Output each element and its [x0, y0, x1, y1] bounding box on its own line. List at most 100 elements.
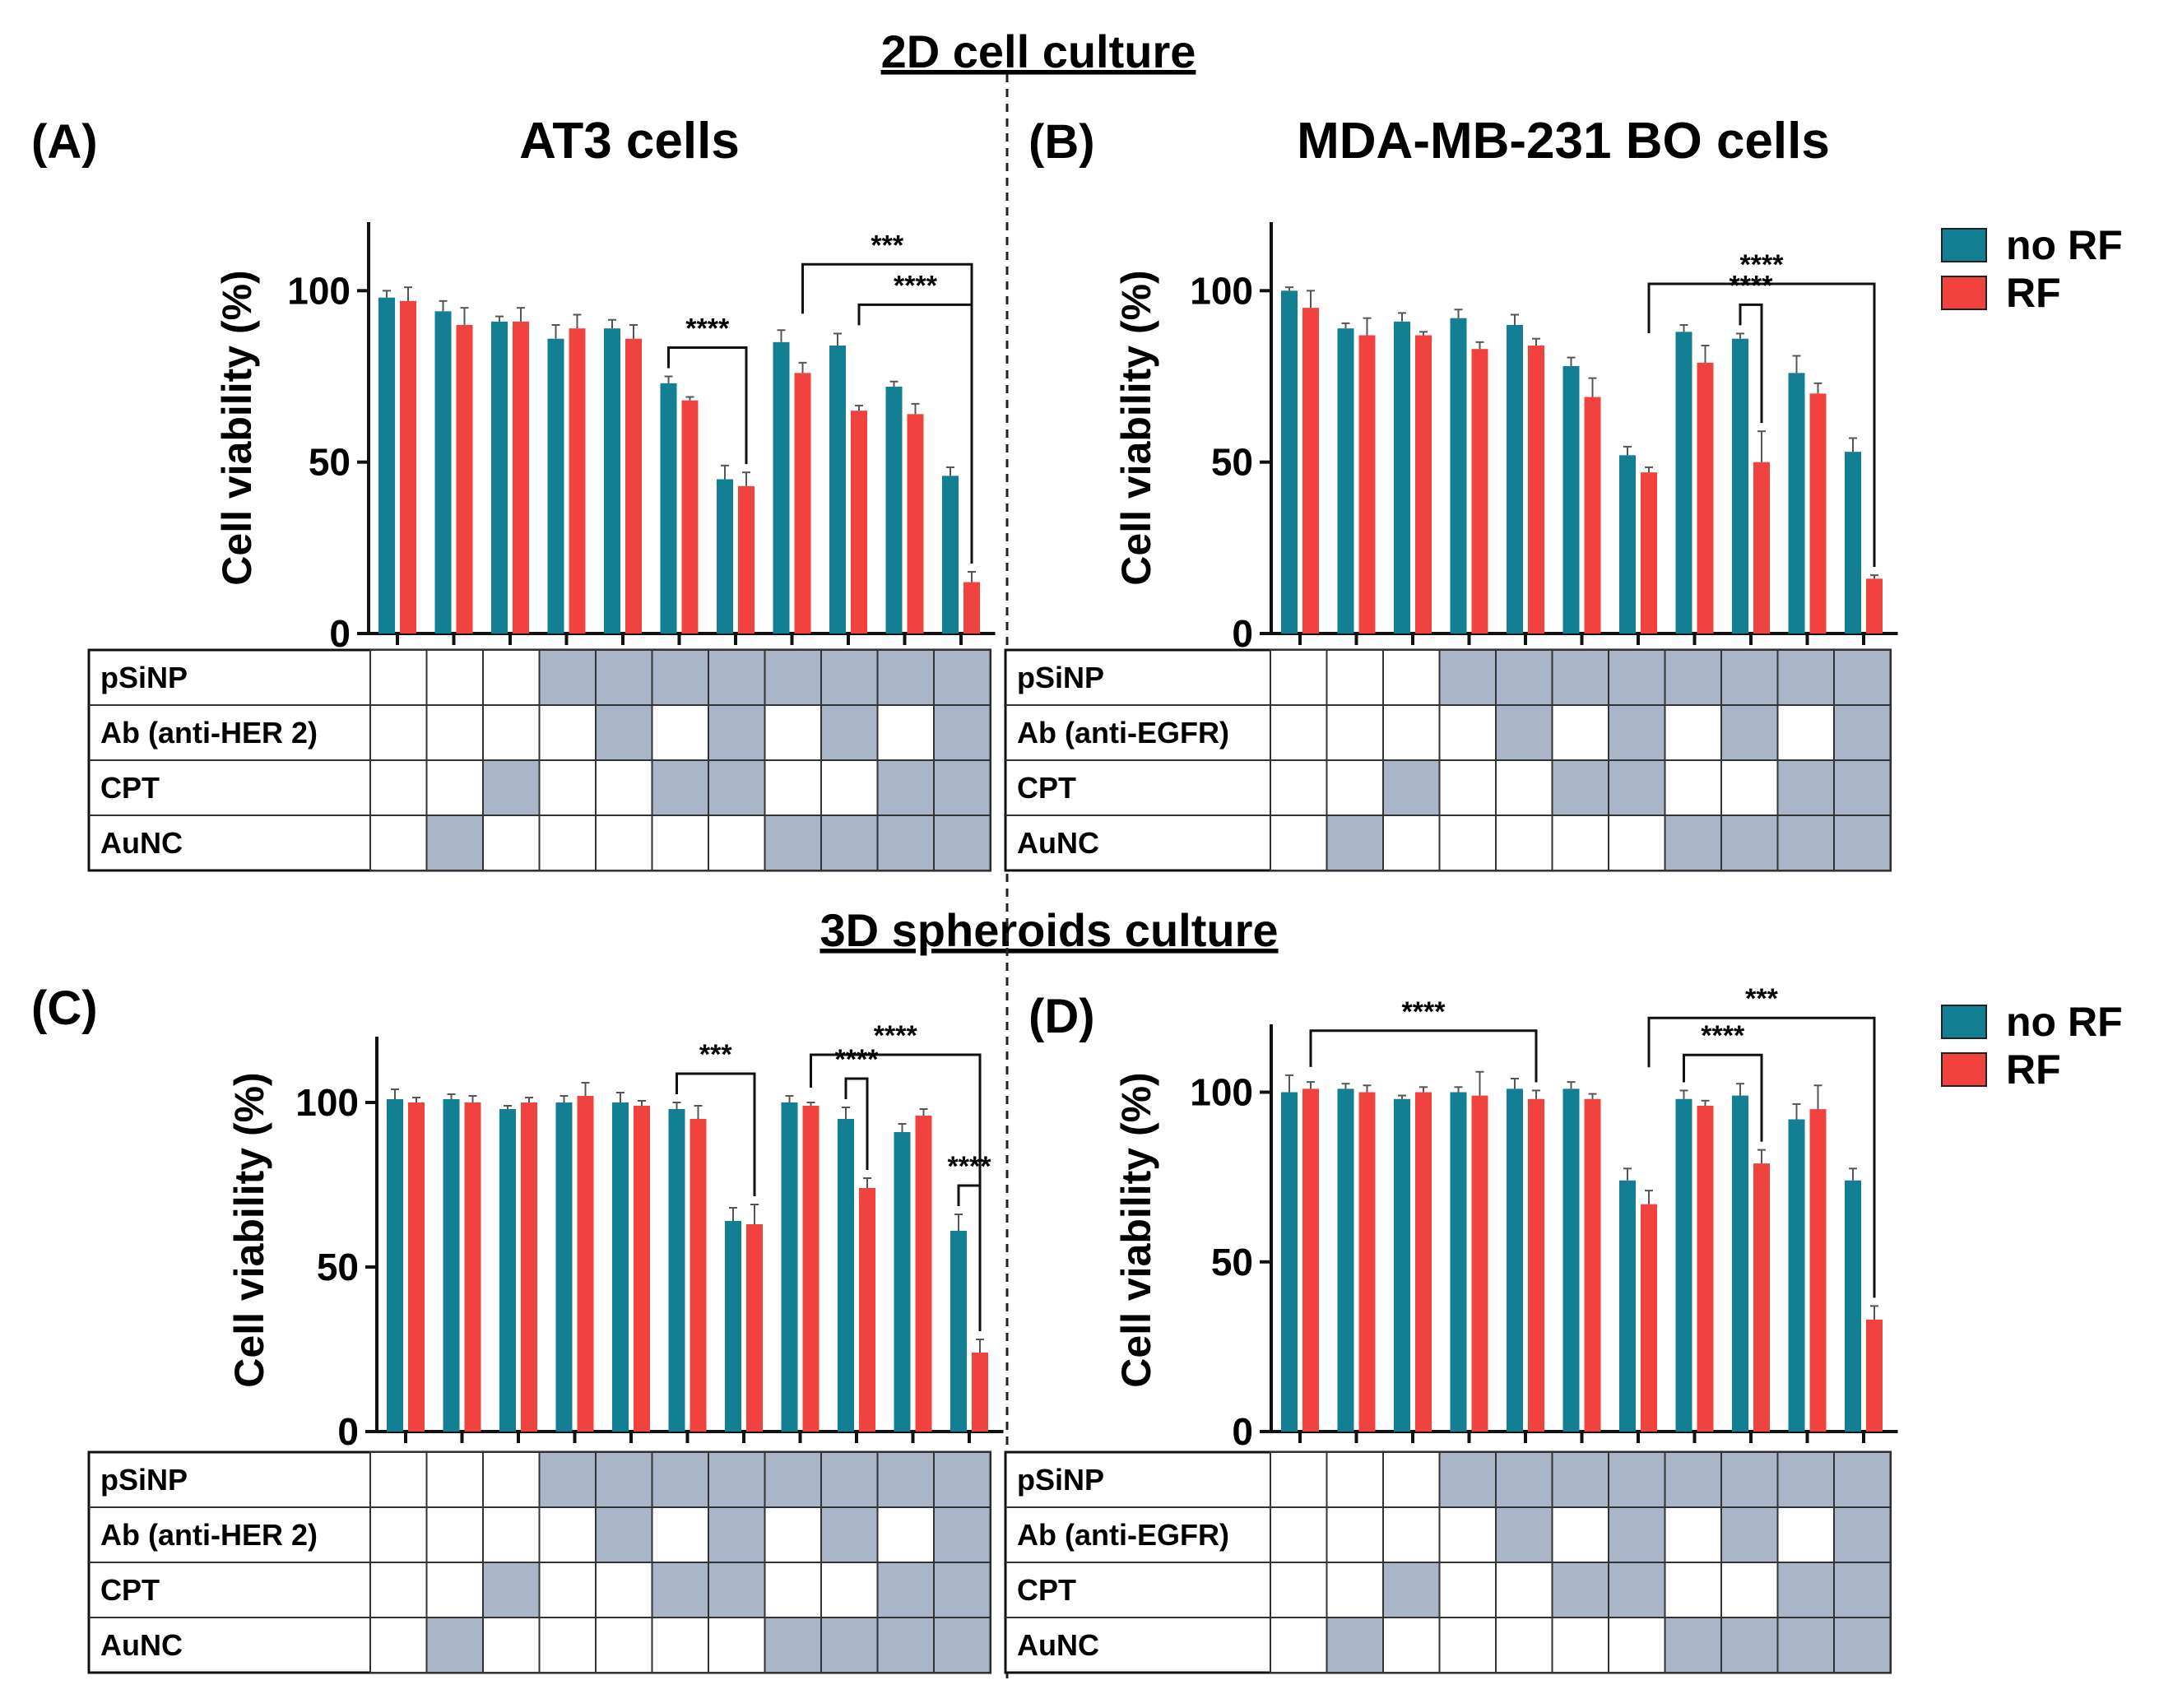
grid-cell-filled — [933, 1562, 991, 1618]
legend-label: RF — [2006, 270, 2061, 316]
bar — [1584, 397, 1601, 634]
bar — [885, 387, 903, 634]
grid-cell-filled — [708, 1451, 766, 1508]
bar — [1281, 1092, 1298, 1432]
significance-label: **** — [1730, 270, 1774, 301]
grid-cell-empty — [369, 1451, 428, 1508]
bar — [963, 582, 980, 634]
grid-row-label: CPT — [1017, 1573, 1076, 1607]
grid-cell-empty — [1664, 759, 1722, 816]
grid-cell-filled — [595, 704, 653, 761]
grid-cell-empty — [876, 704, 935, 761]
bar — [829, 346, 846, 634]
grid-cell-empty — [1270, 704, 1328, 761]
grid-cell-empty — [1438, 759, 1497, 816]
bar — [1697, 1106, 1714, 1432]
grid-cell-filled — [1664, 649, 1722, 706]
grid-cell-filled — [538, 1451, 597, 1508]
grid-row-label: Ab (anti-EGFR) — [1017, 1518, 1229, 1552]
grid-cell-filled — [1776, 1562, 1835, 1618]
grid-cell-filled — [1551, 1562, 1609, 1618]
bar — [681, 400, 699, 634]
bar — [1281, 290, 1298, 634]
bar — [1753, 462, 1770, 634]
grid-cell-filled — [708, 649, 766, 706]
grid-cell-filled — [1608, 1506, 1666, 1563]
bar — [1732, 338, 1748, 634]
bar — [1528, 346, 1544, 634]
bar — [1697, 362, 1714, 634]
bar — [1732, 1095, 1748, 1432]
grid-cell-empty — [595, 759, 653, 816]
grid-cell-filled — [764, 649, 822, 706]
bar — [1809, 1109, 1827, 1432]
bar — [746, 1224, 763, 1432]
grid-cell-empty — [1776, 704, 1835, 761]
grid-cell-empty — [1382, 1451, 1441, 1508]
grid-cell-empty — [538, 759, 597, 816]
bar — [1358, 1092, 1376, 1432]
grid-cell-empty — [538, 704, 597, 761]
grid-cell-filled — [933, 704, 991, 761]
bar — [1337, 328, 1354, 634]
section-title-3d: 3D spheroids culture — [820, 904, 1278, 956]
bar — [604, 328, 620, 634]
grid-cell-empty — [1270, 1562, 1328, 1618]
bar — [1337, 1088, 1354, 1432]
grid-cell-empty — [651, 815, 709, 871]
grid-cell-empty — [1326, 1506, 1384, 1563]
bar — [907, 414, 924, 634]
panel-letter: (C) — [31, 982, 98, 1035]
grid-cell-filled — [1382, 759, 1441, 816]
bar — [773, 341, 790, 634]
legend-swatch — [1941, 1005, 1987, 1039]
grid-cell-empty — [1608, 815, 1666, 871]
grid-cell-empty — [1382, 1617, 1441, 1673]
y-axis-label: Cell viability (%) — [214, 270, 260, 585]
grid-cell-empty — [1438, 815, 1497, 871]
bar — [491, 321, 508, 634]
grid-row-label: AuNC — [100, 1628, 183, 1662]
grid-cell-filled — [1608, 1562, 1666, 1618]
grid-cell-filled — [1438, 649, 1497, 706]
bar — [1675, 1098, 1692, 1432]
grid-cell-filled — [1664, 1451, 1722, 1508]
grid-cell-empty — [876, 1506, 935, 1563]
grid-cell-empty — [1495, 759, 1553, 816]
panel-letter: (A) — [31, 115, 98, 169]
legend-swatch — [1941, 276, 1987, 310]
grid-row-label: CPT — [1017, 771, 1076, 805]
grid-cell-empty — [425, 1451, 484, 1508]
bar — [456, 325, 473, 634]
grid-cell-empty — [764, 1562, 822, 1618]
bar — [1809, 393, 1827, 634]
bar — [1619, 455, 1636, 634]
bar — [1415, 1092, 1432, 1432]
bar — [972, 1353, 988, 1432]
grid-cell-filled — [1720, 1451, 1779, 1508]
bar — [1753, 1163, 1770, 1432]
y-tick-label: 50 — [1211, 1241, 1253, 1283]
grid-cell-filled — [1833, 1562, 1892, 1618]
significance-bracket — [957, 1184, 982, 1331]
panel-letter: (B) — [1028, 115, 1095, 169]
y-axis-label: Cell viability (%) — [1113, 1072, 1159, 1387]
grid-cell-empty — [1326, 1451, 1384, 1508]
panel-letter: (D) — [1028, 990, 1095, 1043]
grid-cell-filled — [1833, 815, 1892, 871]
grid-row-label: pSiNP — [1017, 661, 1104, 694]
grid-cell-empty — [1664, 704, 1722, 761]
bar — [794, 373, 811, 634]
grid-cell-empty — [1270, 1506, 1328, 1563]
bar — [1788, 373, 1805, 634]
grid-cell-filled — [1720, 649, 1779, 706]
bar — [738, 485, 755, 634]
significance-label: **** — [835, 1044, 880, 1075]
grid-cell-filled — [482, 1562, 541, 1618]
significance-label: **** — [685, 313, 730, 345]
grid-cell-filled — [820, 815, 879, 871]
grid-cell-empty — [1326, 759, 1384, 816]
